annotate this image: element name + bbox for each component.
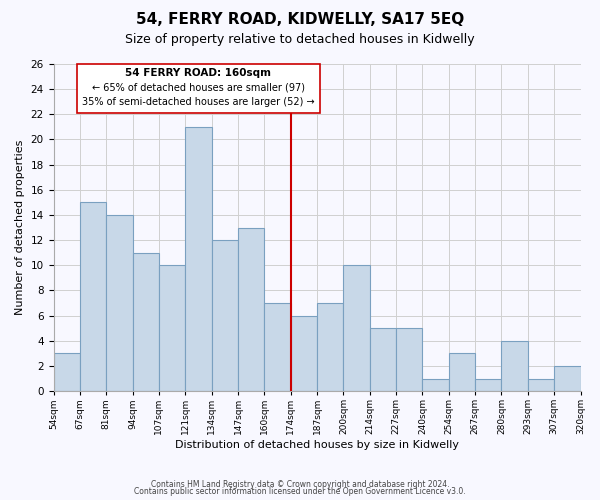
- Bar: [290, 316, 317, 391]
- Bar: [422, 378, 449, 391]
- Bar: [502, 341, 528, 391]
- Bar: [159, 266, 185, 391]
- Text: 54 FERRY ROAD: 160sqm: 54 FERRY ROAD: 160sqm: [125, 68, 271, 78]
- Bar: [475, 378, 502, 391]
- Bar: [528, 378, 554, 391]
- Text: Size of property relative to detached houses in Kidwelly: Size of property relative to detached ho…: [125, 32, 475, 46]
- Bar: [317, 303, 343, 391]
- Bar: [53, 354, 80, 391]
- Bar: [370, 328, 396, 391]
- Bar: [265, 303, 290, 391]
- Text: 54, FERRY ROAD, KIDWELLY, SA17 5EQ: 54, FERRY ROAD, KIDWELLY, SA17 5EQ: [136, 12, 464, 28]
- Text: 35% of semi-detached houses are larger (52) →: 35% of semi-detached houses are larger (…: [82, 96, 315, 106]
- Bar: [554, 366, 581, 391]
- Text: ← 65% of detached houses are smaller (97): ← 65% of detached houses are smaller (97…: [92, 83, 305, 93]
- Text: Contains public sector information licensed under the Open Government Licence v3: Contains public sector information licen…: [134, 487, 466, 496]
- Bar: [212, 240, 238, 391]
- Bar: [133, 252, 159, 391]
- Text: Contains HM Land Registry data © Crown copyright and database right 2024.: Contains HM Land Registry data © Crown c…: [151, 480, 449, 489]
- Bar: [185, 127, 212, 391]
- Bar: [80, 202, 106, 391]
- Bar: [343, 266, 370, 391]
- FancyBboxPatch shape: [77, 64, 320, 113]
- Bar: [106, 215, 133, 391]
- X-axis label: Distribution of detached houses by size in Kidwelly: Distribution of detached houses by size …: [175, 440, 459, 450]
- Y-axis label: Number of detached properties: Number of detached properties: [15, 140, 25, 316]
- Bar: [396, 328, 422, 391]
- Bar: [238, 228, 265, 391]
- Bar: [449, 354, 475, 391]
